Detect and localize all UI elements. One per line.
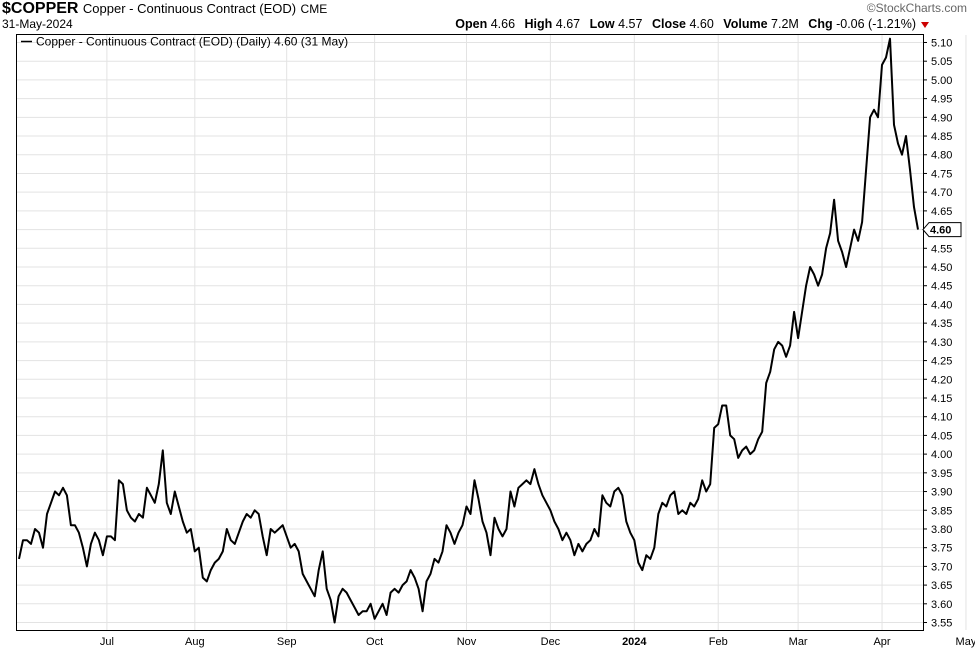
y-tick-label: 4.30 bbox=[931, 337, 952, 349]
high-label: High bbox=[524, 17, 553, 31]
y-tick-label: 3.65 bbox=[931, 580, 952, 592]
watermark[interactable]: ©StockCharts.com bbox=[866, 1, 967, 15]
y-tick-label: 5.05 bbox=[931, 56, 952, 68]
instrument-name: Copper - Continuous Contract (EOD) bbox=[82, 1, 297, 16]
x-tick-label: 2024 bbox=[622, 636, 647, 648]
y-axis-ticks: 5.10 5.05 5.00 4.95 4.90 4.85 4.80 4.75 4.70 4.65… bbox=[923, 37, 952, 630]
open-label: Open bbox=[455, 17, 488, 31]
y-tick-label: 3.85 bbox=[931, 505, 952, 517]
y-tick-label: 5.10 bbox=[931, 37, 952, 49]
x-tick-label: Feb bbox=[709, 636, 728, 648]
y-tick-label: 4.40 bbox=[931, 299, 952, 311]
x-tick-label: Oct bbox=[366, 636, 383, 648]
x-tick-label: Jul bbox=[100, 636, 114, 648]
x-tick-label: May bbox=[956, 636, 975, 648]
chg-label: Chg bbox=[808, 17, 833, 31]
y-gridlines bbox=[17, 41, 923, 624]
y-tick-label: 4.90 bbox=[931, 112, 952, 124]
y-tick-label: 3.95 bbox=[931, 468, 952, 480]
symbol[interactable]: $COPPER bbox=[2, 0, 79, 17]
x-gridlines bbox=[106, 35, 967, 630]
y-tick-label: 3.60 bbox=[931, 599, 952, 611]
y-tick-label: 4.50 bbox=[931, 262, 952, 274]
y-tick-label: 4.55 bbox=[931, 243, 952, 255]
price-line[interactable] bbox=[18, 37, 919, 624]
low-value: 4.57 bbox=[618, 17, 643, 31]
y-tick-label: 3.70 bbox=[931, 561, 952, 573]
high-value: 4.67 bbox=[555, 17, 581, 31]
x-tick-label: Aug bbox=[185, 636, 205, 648]
y-tick-label: 4.70 bbox=[931, 187, 952, 199]
last-value-label: 4.60 bbox=[930, 225, 951, 237]
y-tick-label: 5.00 bbox=[931, 75, 952, 87]
y-tick-label: 4.35 bbox=[931, 318, 952, 330]
last-value-marker: 4.60 bbox=[922, 222, 962, 238]
x-tick-label: Nov bbox=[457, 636, 477, 648]
y-tick-label: 4.25 bbox=[931, 356, 952, 368]
y-tick-label: 4.05 bbox=[931, 430, 952, 442]
open-value: 4.66 bbox=[490, 17, 516, 31]
close-label: Close bbox=[651, 17, 686, 31]
x-axis-ticks: Jul Aug Sep Oct Nov Dec 2024 Feb Mar Apr May bbox=[100, 636, 975, 648]
y-tick-label: 3.55 bbox=[931, 618, 952, 630]
x-tick-label: Sep bbox=[277, 636, 297, 648]
chg-value: -0.06 (-1.21%) bbox=[836, 17, 916, 31]
volume-value: 7.2M bbox=[771, 17, 799, 31]
y-tick-label: 4.75 bbox=[931, 168, 952, 180]
y-tick-label: 3.80 bbox=[931, 524, 952, 536]
volume-label: Volume bbox=[723, 17, 768, 31]
y-tick-label: 4.85 bbox=[931, 131, 952, 143]
price-stats: Open 4.66 High 4.67 Low 4.57 Close 4.60 … bbox=[455, 17, 929, 31]
symbol-title: $COPPER Copper - Continuous Contract (EO… bbox=[2, 0, 327, 18]
y-tick-label: 4.10 bbox=[931, 412, 952, 424]
plot-area[interactable] bbox=[16, 34, 924, 631]
y-tick-label: 4.20 bbox=[931, 374, 952, 386]
y-tick-label: 4.65 bbox=[931, 206, 952, 218]
x-tick-label: Dec bbox=[541, 636, 561, 648]
legend-label: Copper - Continuous Contract (EOD) (Dail… bbox=[36, 35, 348, 49]
y-tick-label: 3.90 bbox=[931, 487, 952, 499]
y-tick-label: 4.00 bbox=[931, 449, 952, 461]
exchange: CME bbox=[300, 2, 328, 16]
close-value: 4.60 bbox=[689, 17, 714, 31]
y-tick-label: 3.75 bbox=[931, 543, 952, 555]
down-arrow-icon bbox=[921, 21, 929, 28]
y-tick-label: 4.45 bbox=[931, 281, 952, 293]
x-tick-label: Apr bbox=[873, 636, 890, 648]
low-label: Low bbox=[589, 17, 615, 31]
as-of-date: 31-May-2024 bbox=[2, 17, 73, 31]
chart-header: $COPPER Copper - Continuous Contract (EO… bbox=[0, 0, 975, 34]
y-tick-label: 4.80 bbox=[931, 150, 952, 162]
last-value-box bbox=[922, 222, 962, 238]
x-tick-label: Mar bbox=[789, 636, 808, 648]
y-tick-label: 4.15 bbox=[931, 393, 952, 405]
y-tick-label: 4.95 bbox=[931, 94, 952, 106]
